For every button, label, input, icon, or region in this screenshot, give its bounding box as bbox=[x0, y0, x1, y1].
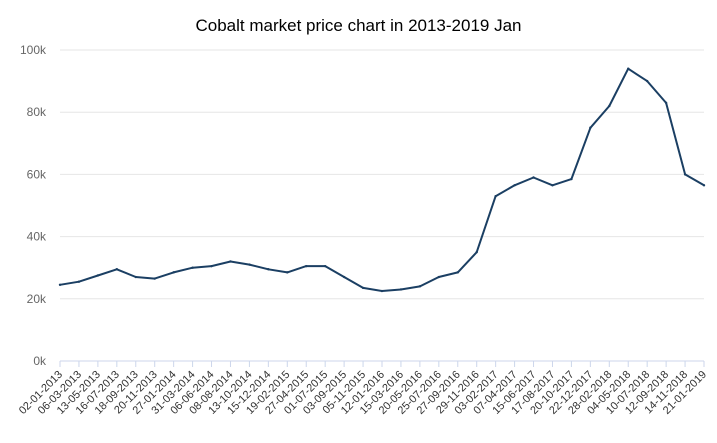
data-point bbox=[532, 176, 535, 179]
data-point bbox=[627, 67, 630, 70]
data-point bbox=[210, 264, 213, 268]
data-point bbox=[248, 263, 251, 266]
data-point bbox=[305, 264, 308, 268]
data-point bbox=[589, 126, 592, 129]
data-point bbox=[570, 177, 573, 181]
data-point bbox=[153, 277, 156, 280]
data-point bbox=[77, 280, 81, 283]
data-point bbox=[399, 288, 403, 291]
chart-title: Cobalt market price chart in 2013-2019 J… bbox=[195, 16, 522, 35]
data-point bbox=[702, 184, 706, 187]
data-point bbox=[551, 184, 554, 187]
data-point bbox=[229, 260, 232, 263]
data-point bbox=[134, 275, 137, 279]
data-point bbox=[664, 101, 668, 105]
data-point bbox=[645, 79, 649, 83]
data-point bbox=[608, 104, 611, 108]
data-point bbox=[361, 286, 365, 290]
data-point bbox=[286, 271, 289, 274]
data-point bbox=[513, 184, 516, 187]
data-point bbox=[323, 264, 327, 268]
y-tick-label: 20k bbox=[27, 292, 47, 306]
data-point bbox=[191, 266, 194, 269]
y-tick-label: 0k bbox=[33, 354, 47, 368]
price-series-line bbox=[59, 67, 705, 292]
y-tick-label: 80k bbox=[27, 105, 47, 119]
y-tick-label: 40k bbox=[27, 230, 47, 244]
data-point bbox=[96, 274, 100, 277]
data-point bbox=[267, 268, 270, 271]
data-point bbox=[475, 250, 478, 254]
data-point bbox=[437, 275, 441, 279]
data-point bbox=[683, 173, 687, 176]
y-tick-label: 100k bbox=[20, 43, 47, 57]
data-point bbox=[380, 289, 384, 293]
data-point bbox=[342, 275, 346, 279]
y-tick-label: 60k bbox=[27, 167, 47, 181]
data-point bbox=[456, 271, 459, 274]
data-point bbox=[58, 283, 62, 287]
data-point bbox=[494, 194, 497, 198]
data-point bbox=[172, 271, 175, 274]
data-point bbox=[418, 285, 422, 288]
data-point bbox=[115, 268, 119, 271]
